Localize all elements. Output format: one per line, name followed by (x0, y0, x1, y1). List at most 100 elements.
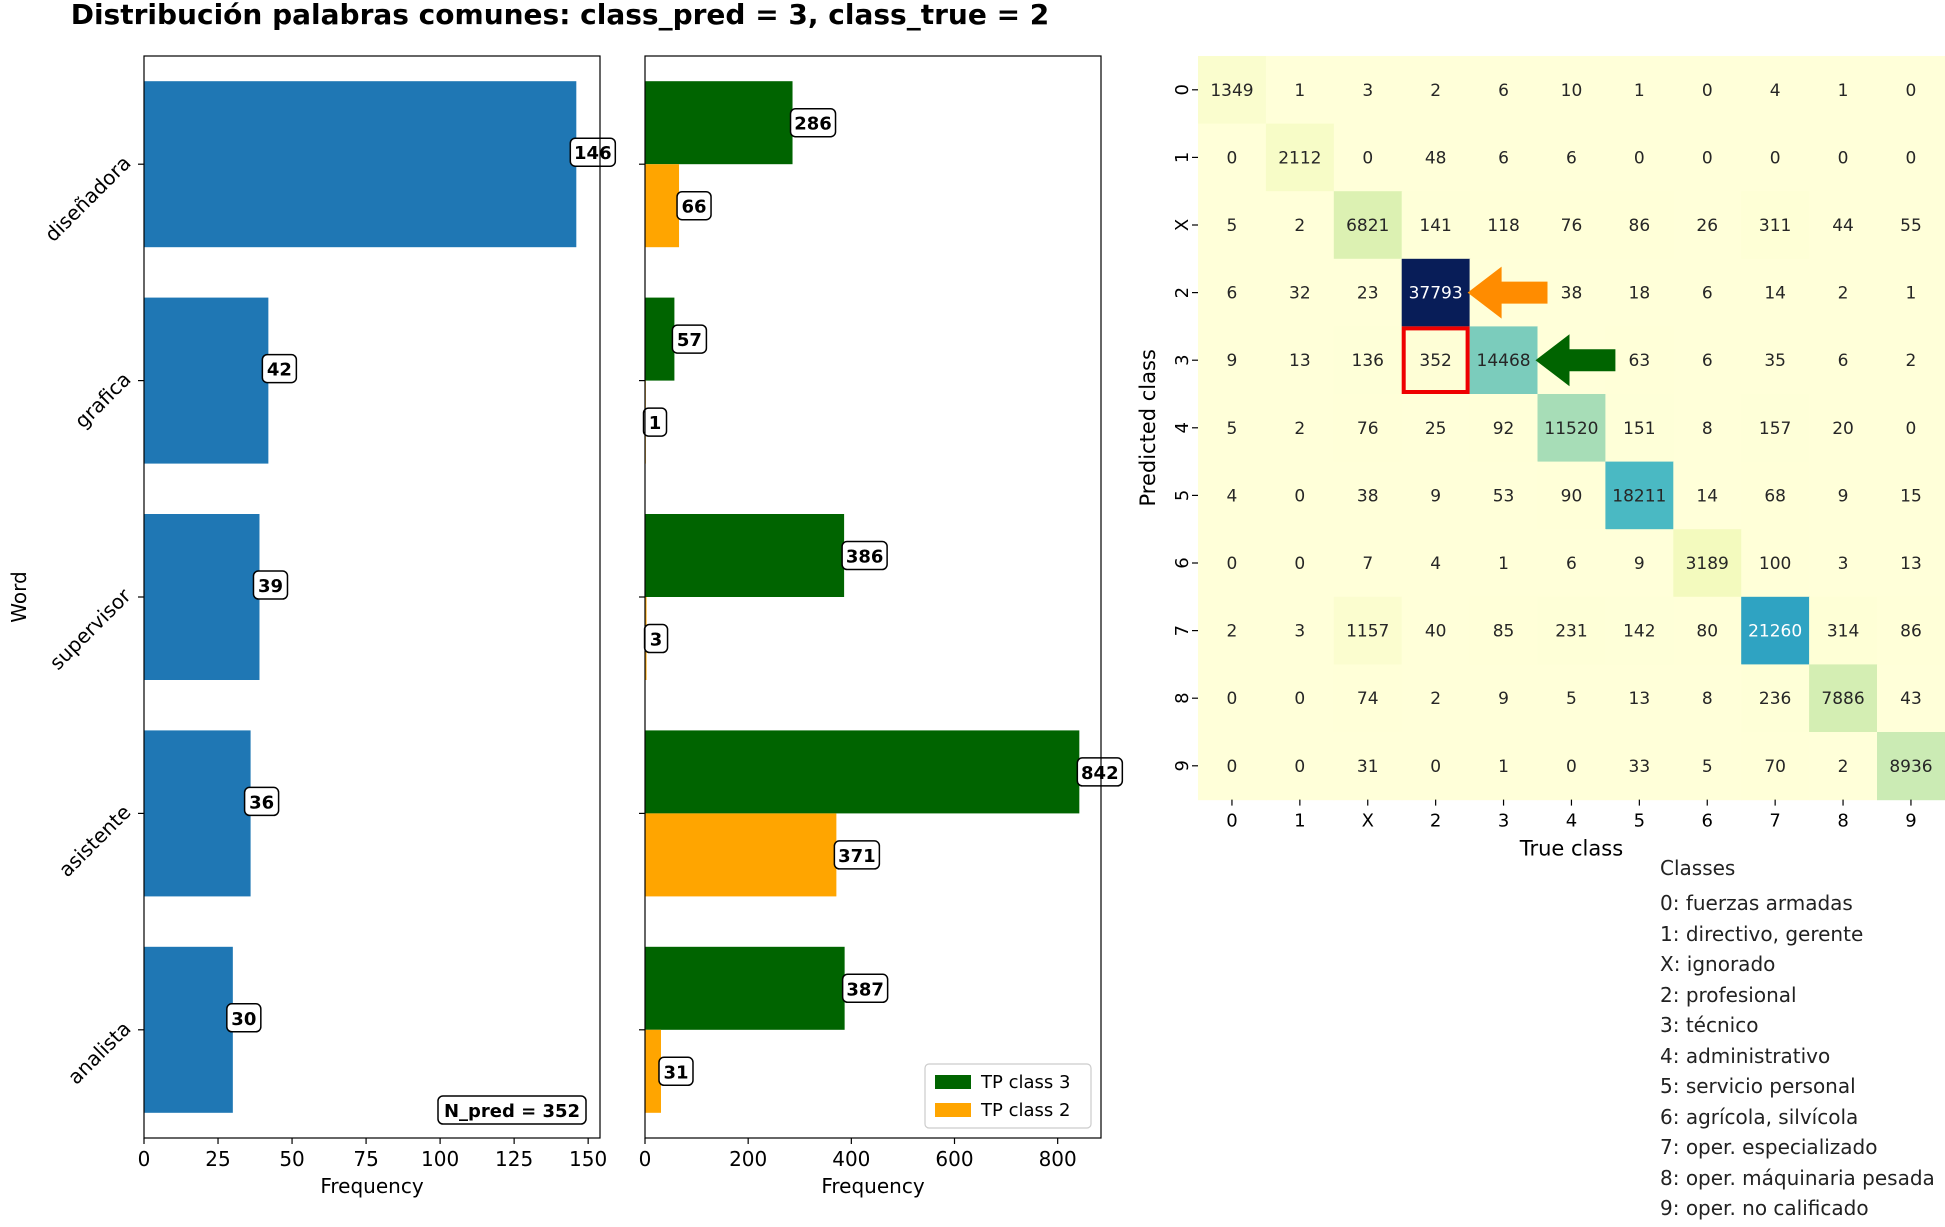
heatmap-cell (1741, 529, 1810, 598)
heatmap-cell (1265, 596, 1335, 665)
bar-label-diseñadora-tp-class-2: 66 (682, 197, 707, 218)
heatmap-cell (1198, 529, 1267, 598)
heatmap-cell-value: 3 (1294, 622, 1305, 642)
heatmap-cell-value: 0 (1430, 757, 1441, 777)
heatmap-cell (1333, 461, 1403, 530)
arrow-2 (1535, 334, 1616, 387)
heatmap-cell-value: 6 (1702, 284, 1713, 304)
heatmap-cell-value: 0 (1294, 757, 1305, 777)
heatmap-cell (1537, 123, 1606, 192)
heatmap-cell (1877, 596, 1945, 665)
y-tick-label: 3 (1172, 354, 1193, 365)
heatmap-cell-value: 13 (1289, 351, 1311, 371)
heatmap-cell (1605, 596, 1674, 665)
class-legend-title: Classes (1660, 856, 1736, 880)
heatmap-cell-value: 0 (1702, 81, 1713, 101)
heatmap-cell-value: 6 (1498, 148, 1509, 168)
heatmap-cell (1265, 394, 1335, 463)
bar-label-asistente-tp-class-3-box (1076, 757, 1124, 787)
heatmap-cell-value: 6 (1702, 351, 1713, 371)
heatmap-cell (1265, 664, 1335, 733)
heatmap-cell (1469, 394, 1539, 463)
y-tick-label-asistente: asistente (54, 800, 136, 882)
heatmap-cell-value: 38 (1561, 284, 1583, 304)
heatmap-cell-value: 0 (1227, 757, 1238, 777)
heatmap-cell-value: 100 (1759, 554, 1791, 574)
heatmap-cell-value: 6 (1227, 284, 1238, 304)
y-tick-label-diseñadora: diseñadora (40, 151, 136, 247)
x-tick-label: 3 (1498, 811, 1509, 832)
heatmap-cell-value: 231 (1555, 622, 1587, 642)
heatmap-cell-value: 1 (1498, 554, 1509, 574)
bar-label-diseñadora-tp-class-3: 286 (794, 114, 832, 135)
heatmap-cell (1469, 596, 1539, 665)
y-tick-label: 5 (1172, 490, 1193, 501)
bar-label-supervisor-tp-class-3-box (841, 540, 888, 571)
heatmap-cell (1673, 56, 1742, 125)
heatmap-cell-value: 0 (1227, 689, 1238, 709)
bar-asistente (144, 730, 251, 897)
heatmap-cell (1469, 56, 1539, 125)
heatmap-cell-value: 8936 (1889, 757, 1932, 777)
heatmap-cell-value: 6 (1838, 351, 1849, 371)
bar-analista-tp-class-2 (645, 1029, 661, 1113)
heatmap-cell-value: 44 (1832, 216, 1854, 236)
x-tick-label: 800 (1039, 1147, 1077, 1171)
heatmap-cell-value: 2 (1294, 216, 1305, 236)
heatmap-cell-value: 1 (1906, 284, 1917, 304)
bar-label-supervisor-tp-class-3: 386 (846, 547, 884, 568)
y-tick-label: 7 (1172, 625, 1193, 636)
heatmap-cell-value: 0 (1566, 757, 1577, 777)
bar-diseñadora-tp-class-3 (645, 81, 793, 165)
heatmap-cell-value: 1 (1498, 757, 1509, 777)
bar-label-asistente-tp-class-2: 371 (838, 846, 876, 867)
heatmap-cell-value: 15 (1900, 486, 1922, 506)
x-tick-label: 125 (495, 1147, 533, 1171)
heatmap-cell (1605, 664, 1674, 733)
heatmap-cell-value: 9 (1498, 689, 1509, 709)
x-tick-label: 0 (1226, 811, 1237, 832)
heatmap-cell (1877, 258, 1945, 327)
heatmap-cell (1673, 461, 1742, 530)
y-tick-label-grafica: grafica (70, 367, 136, 433)
heatmap-cell-value: 86 (1629, 216, 1651, 236)
heatmap-cell (1741, 394, 1810, 463)
heatmap-cell-value: 2 (1430, 81, 1441, 101)
heatmap-cell (1809, 394, 1878, 463)
bar-label-analista: 30 (231, 1009, 256, 1030)
heatmap-cell-value: 9 (1634, 554, 1645, 574)
heatmap-cell (1605, 258, 1674, 327)
bar-asistente-tp-class-3 (645, 730, 1080, 814)
heatmap-cell-value: 0 (1362, 148, 1373, 168)
bar-asistente-tp-class-2 (645, 813, 837, 897)
x-tick-label: 150 (569, 1147, 607, 1171)
heatmap-cell-value: 5 (1702, 757, 1713, 777)
heatmap-cell (1809, 56, 1878, 125)
bar-analista (144, 946, 233, 1113)
heatmap-cell-value: 37793 (1409, 284, 1463, 304)
heatmap-cell (1673, 191, 1742, 260)
y-tick-label: X (1172, 219, 1193, 231)
heatmap-cell-value: 141 (1419, 216, 1451, 236)
heatmap-cell-value: 7886 (1821, 689, 1864, 709)
heatmap-cell-value: 0 (1294, 486, 1305, 506)
heatmap-cell-value: 9 (1838, 486, 1849, 506)
class-legend-item: X: ignorado (1660, 952, 1776, 976)
heatmap-cell (1469, 123, 1539, 192)
class-legend-item: 4: administrativo (1660, 1043, 1831, 1068)
heatmap-cell-value: 5 (1566, 689, 1577, 709)
x-axis-label: Frequency (821, 1174, 924, 1198)
heatmap-cell (1673, 326, 1742, 395)
x-axis-label: Frequency (320, 1174, 423, 1198)
heatmap-cell-value: 9 (1430, 486, 1441, 506)
legend-swatch (935, 1075, 971, 1089)
class-legend: Classes 0: fuerzas armadas 1: directivo, … (1660, 856, 1945, 1224)
heatmap-cell-value: 1 (1634, 81, 1645, 101)
heatmap-cell-value: 2 (1430, 689, 1441, 709)
heatmap-cell (1333, 258, 1403, 327)
heatmap-cell-value: 32 (1289, 284, 1311, 304)
heatmap-cell-value: 5 (1227, 216, 1238, 236)
heatmap-cell-value: 11520 (1544, 419, 1598, 439)
x-tick-label: 75 (353, 1147, 378, 1171)
